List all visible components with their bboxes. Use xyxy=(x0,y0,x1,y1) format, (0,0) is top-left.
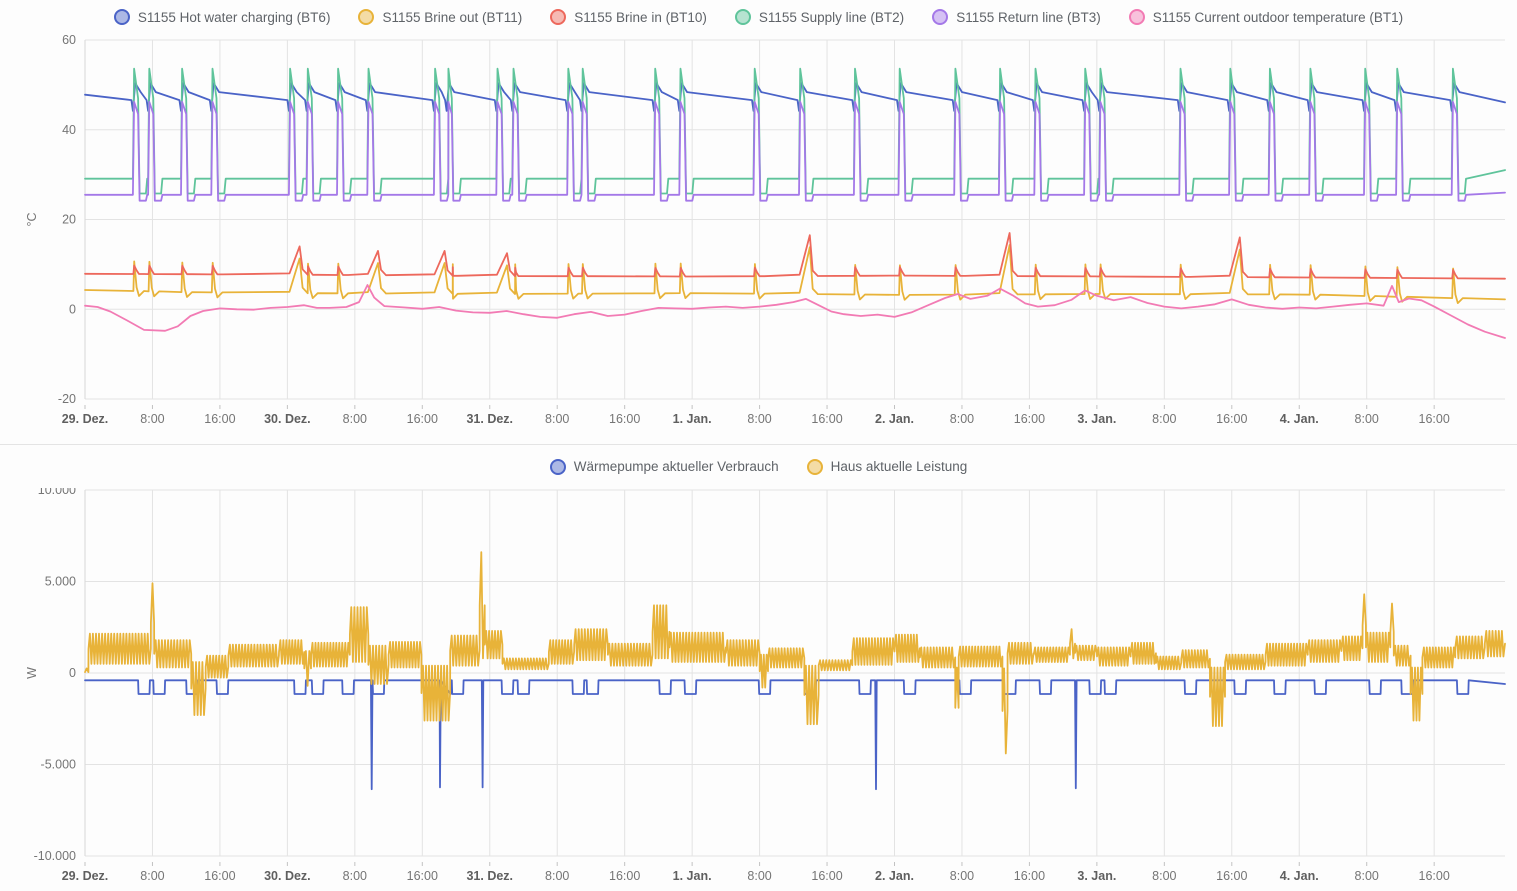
x-axis-label: 8:00 xyxy=(1355,869,1379,883)
x-axis-label: 4. Jan. xyxy=(1280,412,1319,426)
legend-label-s1155-current-outdoor-temperature-bt1: S1155 Current outdoor temperature (BT1) xyxy=(1152,9,1404,25)
legend-swatch-s1155-brine-out-bt11 xyxy=(358,9,375,25)
power-chart-legend: Wärmepumpe aktueller Verbrauch Haus aktue… xyxy=(0,445,1517,488)
y-axis-label: 10.000 xyxy=(38,488,76,497)
x-axis-label: 1. Jan. xyxy=(673,869,712,883)
x-axis-label: 3. Jan. xyxy=(1077,869,1116,883)
y-axis-label: 60 xyxy=(62,34,76,47)
x-axis-label: 8:00 xyxy=(545,869,569,883)
legend-item-s1155-hot-water-charging-bt6[interactable]: S1155 Hot water charging (BT6) xyxy=(113,9,331,25)
series-line-s1155-current-outdoor-temperature-bt1[interactable] xyxy=(84,284,1506,339)
x-axis-label: 16:00 xyxy=(811,869,842,883)
x-axis-label: 16:00 xyxy=(1014,869,1045,883)
x-axis-label: 8:00 xyxy=(545,412,569,426)
x-axis-label: 8:00 xyxy=(747,869,771,883)
series-line-s1155-hot-water-charging-bt6[interactable] xyxy=(84,82,1506,112)
x-axis-label: 29. Dez. xyxy=(62,412,109,426)
x-axis-label: 30. Dez. xyxy=(264,869,311,883)
legend-item-s1155-brine-out-bt11[interactable]: S1155 Brine out (BT11) xyxy=(358,9,522,25)
legend-label-s1155-brine-out-bt11: S1155 Brine out (BT11) xyxy=(382,9,523,25)
power-chart-panel: Wärmepumpe aktueller Verbrauch Haus aktue… xyxy=(0,444,1517,891)
y-axis-label: 20 xyxy=(62,213,76,227)
x-axis-label: 8:00 xyxy=(1355,412,1379,426)
x-axis-label: 30. Dez. xyxy=(264,412,311,426)
x-axis-label: 8:00 xyxy=(343,412,367,426)
legend-swatch-haus-aktuelle-leistung xyxy=(806,458,823,475)
series-line-w-rmepumpe-aktueller-verbrauch[interactable] xyxy=(84,679,1506,791)
legend-swatch-w-rmepumpe-aktueller-verbrauch xyxy=(549,458,566,475)
x-axis-label: 4. Jan. xyxy=(1280,869,1319,883)
power-chart[interactable]: 29. Dez. 8:00 16:00 30. Dez. 8:00 16:00 31. De… xyxy=(0,488,1517,891)
x-axis-label: 16:00 xyxy=(204,412,235,426)
temperature-chart[interactable]: 29. Dez. 8:00 16:00 30. Dez. 8:00 16:00 31. De… xyxy=(0,34,1517,444)
x-axis-label: 31. Dez. xyxy=(466,412,513,426)
y-axis-label: 5.000 xyxy=(45,575,76,589)
legend-item-haus-aktuelle-leistung[interactable]: Haus aktuelle Leistung xyxy=(806,458,968,475)
legend-label-s1155-supply-line-bt2: S1155 Supply line (BT2) xyxy=(758,9,905,25)
legend-swatch-s1155-return-line-bt3 xyxy=(932,9,949,25)
legend-item-s1155-brine-in-bt10[interactable]: S1155 Brine in (BT10) xyxy=(550,9,707,25)
legend-item-s1155-current-outdoor-temperature-bt1[interactable]: S1155 Current outdoor temperature (BT1) xyxy=(1128,9,1404,25)
x-axis-label: 8:00 xyxy=(950,869,974,883)
legend-label-s1155-return-line-bt3: S1155 Return line (BT3) xyxy=(956,9,1101,25)
y-axis-unit-label: °C xyxy=(25,212,39,226)
y-axis-label: -5.000 xyxy=(41,758,76,772)
x-axis-label: 29. Dez. xyxy=(62,869,109,883)
x-axis-label: 3. Jan. xyxy=(1077,412,1116,426)
legend-item-s1155-return-line-bt3[interactable]: S1155 Return line (BT3) xyxy=(932,9,1101,25)
x-axis-label: 16:00 xyxy=(811,412,842,426)
legend-label-s1155-hot-water-charging-bt6: S1155 Hot water charging (BT6) xyxy=(137,9,331,25)
y-axis-label: -20 xyxy=(58,392,76,406)
temperature-chart-legend: S1155 Hot water charging (BT6) S1155 Brin… xyxy=(0,0,1517,34)
y-axis-label: 0 xyxy=(69,666,76,680)
series-line-s1155-brine-in-bt10[interactable] xyxy=(84,232,1506,280)
legend-label-haus-aktuelle-leistung: Haus aktuelle Leistung xyxy=(830,459,968,474)
x-axis-label: 8:00 xyxy=(1152,412,1176,426)
x-axis-label: 16:00 xyxy=(407,869,438,883)
x-axis-label: 16:00 xyxy=(609,412,640,426)
x-axis-label: 16:00 xyxy=(1419,412,1450,426)
x-axis-label: 16:00 xyxy=(204,869,235,883)
x-axis-label: 31. Dez. xyxy=(466,869,513,883)
legend-swatch-s1155-hot-water-charging-bt6 xyxy=(113,9,130,25)
x-axis-label: 8:00 xyxy=(747,412,771,426)
x-axis-label: 1. Jan. xyxy=(673,412,712,426)
y-axis-label: 40 xyxy=(62,123,76,137)
x-axis-label: 8:00 xyxy=(140,412,164,426)
y-axis-label: -10.000 xyxy=(34,849,76,863)
legend-swatch-s1155-supply-line-bt2 xyxy=(734,9,751,25)
temperature-chart-panel: S1155 Hot water charging (BT6) S1155 Brin… xyxy=(0,0,1517,444)
x-axis-label: 16:00 xyxy=(1216,869,1247,883)
grid xyxy=(84,489,1505,866)
legend-item-w-rmepumpe-aktueller-verbrauch[interactable]: Wärmepumpe aktueller Verbrauch xyxy=(549,458,779,475)
legend-item-s1155-supply-line-bt2[interactable]: S1155 Supply line (BT2) xyxy=(734,9,905,25)
series-line-s1155-return-line-bt3[interactable] xyxy=(84,101,1506,202)
x-axis-label: 16:00 xyxy=(1419,869,1450,883)
legend-swatch-s1155-brine-in-bt10 xyxy=(550,9,567,25)
legend-swatch-s1155-current-outdoor-temperature-bt1 xyxy=(1128,9,1145,25)
series-line-s1155-supply-line-bt2[interactable] xyxy=(84,67,1506,195)
grid xyxy=(84,39,1505,409)
x-axis-label: 8:00 xyxy=(140,869,164,883)
x-axis-label: 8:00 xyxy=(950,412,974,426)
series-line-haus-aktuelle-leistung[interactable] xyxy=(84,551,1506,755)
x-axis-label: 2. Jan. xyxy=(875,869,914,883)
legend-label-s1155-brine-in-bt10: S1155 Brine in (BT10) xyxy=(574,9,707,25)
x-axis-label: 16:00 xyxy=(1216,412,1247,426)
x-axis-label: 2. Jan. xyxy=(875,412,914,426)
legend-label-w-rmepumpe-aktueller-verbrauch: Wärmepumpe aktueller Verbrauch xyxy=(573,459,779,474)
y-axis-unit-label: W xyxy=(25,667,39,679)
x-axis-label: 8:00 xyxy=(1152,869,1176,883)
y-axis-label: 0 xyxy=(69,302,76,316)
x-axis-label: 16:00 xyxy=(407,412,438,426)
x-axis-label: 16:00 xyxy=(609,869,640,883)
x-axis-label: 16:00 xyxy=(1014,412,1045,426)
x-axis-label: 8:00 xyxy=(343,869,367,883)
